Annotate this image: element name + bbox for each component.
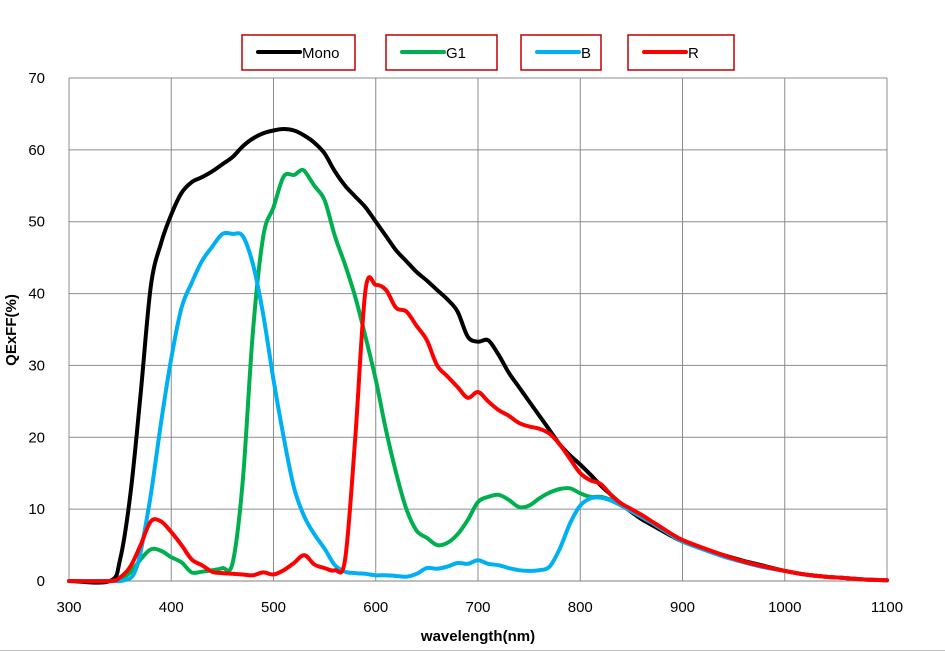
x-tick-label: 1000 xyxy=(768,599,801,616)
y-tick-label: 0 xyxy=(37,573,45,590)
x-tick-label: 400 xyxy=(159,599,184,616)
y-tick-label: 50 xyxy=(28,214,45,231)
legend-item-r: R xyxy=(627,34,735,71)
y-tick-label: 10 xyxy=(28,501,45,518)
x-tick-label: 700 xyxy=(465,599,490,616)
series-lines xyxy=(67,127,889,585)
legend-label: G1 xyxy=(446,45,466,62)
legend: Mono G1 B R xyxy=(241,34,735,71)
y-tick-labels: 0 10 20 30 40 50 60 70 xyxy=(28,70,45,590)
y-tick-label: 70 xyxy=(28,70,45,87)
legend-label: B xyxy=(581,45,591,62)
y-tick-label: 20 xyxy=(28,429,45,446)
y-tick-label: 40 xyxy=(28,286,45,303)
series-line-r xyxy=(67,275,889,584)
x-tick-labels: 300 400 500 600 700 800 900 1000 1100 xyxy=(56,599,903,616)
x-tick-label: 1100 xyxy=(871,599,903,616)
x-tick-label: 300 xyxy=(56,599,81,616)
legend-label: Mono xyxy=(302,45,340,62)
x-tick-label: 600 xyxy=(363,599,388,616)
legend-label: R xyxy=(688,45,699,62)
y-tick-label: 60 xyxy=(28,142,45,159)
x-axis-label: wavelength(nm) xyxy=(420,628,535,645)
gridlines xyxy=(68,77,888,582)
x-tick-label: 800 xyxy=(568,599,593,616)
x-tick-label: 900 xyxy=(670,599,695,616)
y-axis-label: QExFF(%) xyxy=(3,294,20,366)
x-tick-label: 500 xyxy=(261,599,286,616)
legend-item-g1: G1 xyxy=(385,34,498,71)
legend-item-b: B xyxy=(520,34,602,71)
legend-item-mono: Mono xyxy=(241,34,356,71)
y-tick-label: 30 xyxy=(28,357,45,374)
